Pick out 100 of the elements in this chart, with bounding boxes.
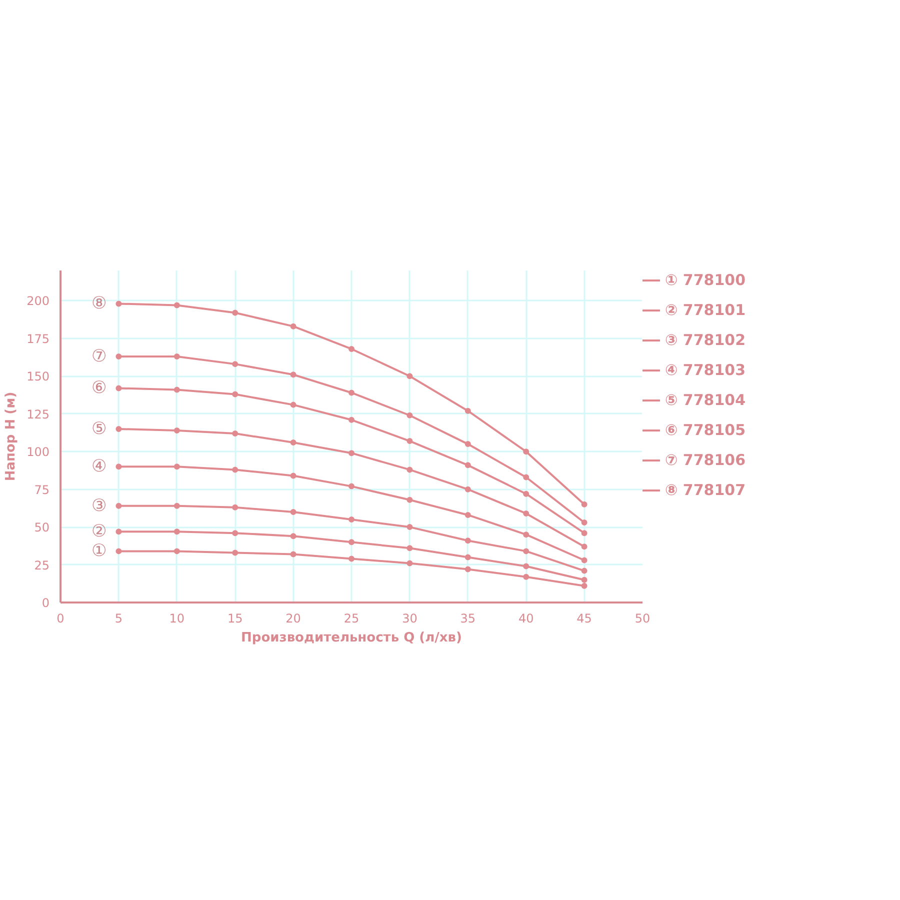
point: [232, 550, 238, 556]
point: [290, 402, 296, 408]
point: [464, 512, 471, 518]
annotation: ⑥: [91, 378, 107, 398]
y-tick-label: 125: [26, 407, 50, 422]
x-tick-label: 10: [169, 612, 185, 626]
y-tick-label: 0: [42, 596, 50, 610]
point: [406, 373, 413, 380]
point: [581, 530, 588, 536]
point: [464, 441, 471, 448]
point: [464, 408, 471, 414]
point: [116, 464, 122, 470]
point: [290, 440, 296, 446]
x-tick-label: 15: [227, 612, 243, 626]
point: [406, 438, 413, 444]
point: [464, 566, 471, 572]
x-tick-label: 30: [402, 612, 418, 626]
point: [348, 539, 354, 546]
point: [232, 361, 238, 368]
y-tick-label: 75: [34, 482, 50, 497]
point: [406, 496, 413, 503]
point: [348, 390, 354, 396]
y-tick-label: 150: [26, 370, 50, 384]
point: [232, 466, 238, 473]
y-tick-label: 25: [34, 558, 50, 572]
point: [232, 310, 238, 316]
point: [464, 554, 471, 560]
point: [174, 302, 180, 308]
point: [290, 372, 296, 378]
point: [581, 501, 588, 508]
point: [232, 504, 238, 510]
point: [290, 533, 296, 540]
point: [174, 464, 180, 470]
legend-label: ⑤ 778104: [665, 391, 746, 409]
x-tick-label: 20: [286, 612, 301, 626]
x-tick-label: 25: [344, 612, 360, 626]
point: [116, 528, 122, 535]
legend-label: ① 778100: [665, 271, 746, 289]
legend-label: ② 778101: [665, 301, 746, 319]
point: [290, 472, 296, 479]
y-tick-label: 50: [34, 520, 50, 535]
point: [116, 300, 122, 307]
legend-label: ⑧ 778107: [665, 481, 746, 499]
point: [464, 538, 471, 544]
point: [116, 385, 122, 392]
point: [464, 486, 471, 492]
point: [290, 323, 296, 330]
point: [232, 530, 238, 536]
y-tick-label: 200: [26, 294, 50, 308]
point: [406, 560, 413, 566]
point: [174, 548, 180, 554]
annotation: ⑦: [91, 346, 107, 367]
legend-label: ⑥ 778105: [665, 421, 746, 439]
x-tick-label: 45: [576, 612, 592, 626]
point: [406, 412, 413, 418]
point: [581, 557, 588, 564]
point: [523, 510, 530, 516]
point: [174, 427, 180, 434]
point: [348, 556, 354, 562]
point: [174, 386, 180, 393]
annotation: ④: [91, 456, 107, 477]
point: [348, 416, 354, 423]
point: [581, 568, 588, 574]
y-tick-label: 100: [26, 445, 50, 460]
point: [406, 545, 413, 552]
annotation: ①: [91, 541, 107, 562]
x-tick-label: 5: [114, 612, 123, 626]
point: [290, 508, 296, 515]
point: [348, 450, 354, 456]
point: [523, 448, 530, 455]
y-axis-title: Напор H (м): [4, 392, 19, 482]
x-tick-label: 50: [634, 612, 650, 626]
annotation: ⑤: [91, 418, 107, 439]
point: [232, 391, 238, 398]
point: [116, 502, 122, 509]
y-tick-label: 175: [26, 332, 50, 346]
point: [581, 544, 588, 550]
x-tick-label: 35: [460, 612, 476, 626]
point: [232, 430, 238, 436]
point: [523, 490, 530, 497]
point: [348, 516, 354, 522]
point: [174, 528, 180, 535]
point: [581, 576, 588, 583]
legend-label: ⑦ 778106: [665, 451, 746, 469]
point: [581, 520, 588, 526]
point: [406, 466, 413, 473]
point: [348, 483, 354, 490]
point: [116, 548, 122, 554]
annotation: ②: [91, 522, 107, 542]
point: [174, 502, 180, 509]
point: [348, 346, 354, 352]
point: [581, 582, 588, 589]
annotation: ⑧: [91, 294, 107, 314]
x-tick-label: 40: [518, 612, 534, 626]
point: [523, 548, 530, 554]
x-tick-label: 0: [56, 612, 64, 626]
point: [116, 354, 122, 360]
point: [523, 574, 530, 580]
point: [174, 354, 180, 360]
point: [290, 551, 296, 558]
